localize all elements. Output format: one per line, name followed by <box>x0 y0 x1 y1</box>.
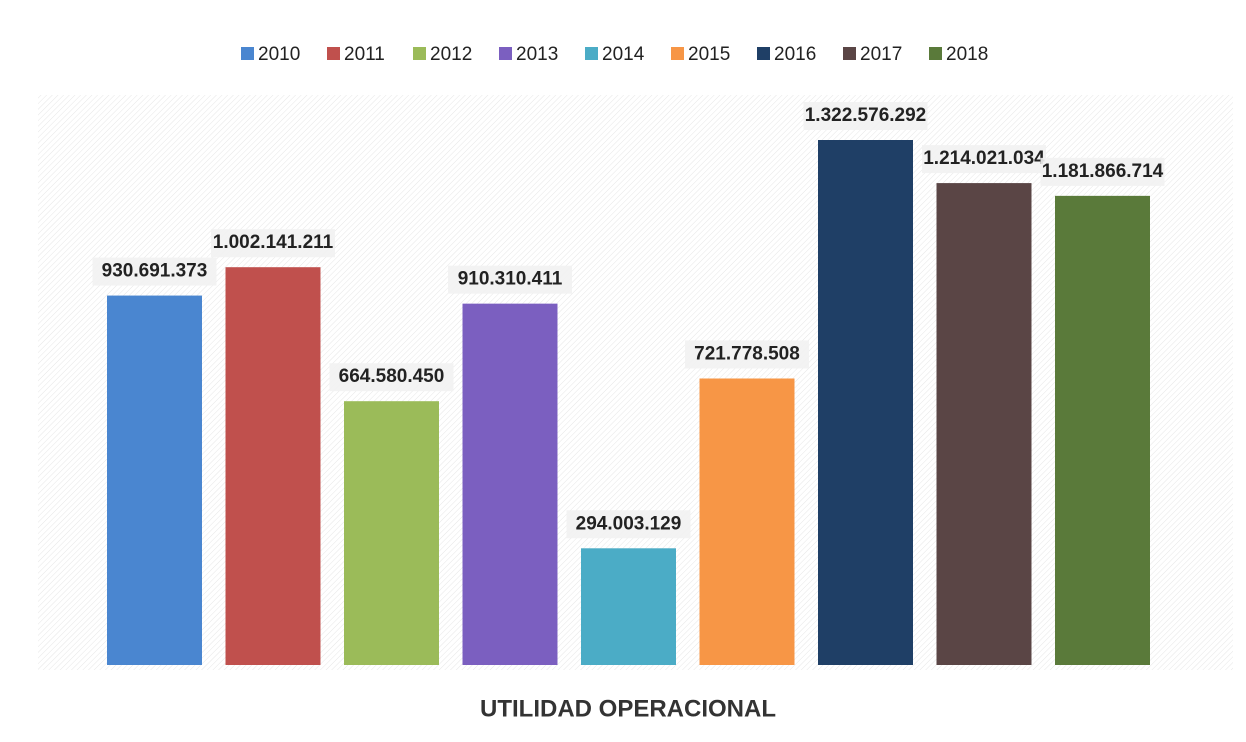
data-label: 1.181.866.714 <box>1042 161 1164 182</box>
legend-swatch <box>929 47 942 60</box>
label-bg <box>1040 157 1165 186</box>
bar <box>344 401 439 665</box>
legend-swatch <box>585 47 598 60</box>
data-label: 721.778.508 <box>694 344 800 365</box>
legend-label: 2011 <box>344 44 385 65</box>
legend-swatch <box>843 47 856 60</box>
label-bg <box>211 229 335 258</box>
legend-label: 2013 <box>516 44 558 65</box>
legend-label: 2017 <box>860 44 902 65</box>
data-label: 294.003.129 <box>576 513 682 534</box>
label-bg <box>92 257 217 286</box>
data-label: 1.322.576.292 <box>805 105 927 126</box>
bar <box>225 267 321 665</box>
category-label: UTILIDAD OPERACIONAL <box>480 695 776 722</box>
bar <box>107 295 202 665</box>
label-bg <box>566 510 691 539</box>
data-label: 664.580.450 <box>339 366 445 387</box>
bar <box>818 140 913 665</box>
label-bg <box>922 145 1046 174</box>
legend-swatch <box>757 47 770 60</box>
legend-label: 2012 <box>430 44 472 65</box>
legend-swatch <box>499 47 512 60</box>
legend-swatch <box>241 47 254 60</box>
label-bg <box>329 363 454 392</box>
bar <box>462 303 558 665</box>
data-label: 930.691.373 <box>102 261 208 282</box>
legend-label: 2015 <box>688 44 730 65</box>
legend-label: 2010 <box>258 44 300 65</box>
data-label: 1.002.141.211 <box>213 232 334 253</box>
legend-swatch <box>327 47 340 60</box>
bar <box>936 183 1032 665</box>
label-bg <box>803 102 928 130</box>
bar <box>1055 195 1150 665</box>
bar <box>699 378 795 665</box>
data-label: 910.310.411 <box>458 269 563 290</box>
bar <box>581 548 676 665</box>
legend-label: 2014 <box>602 44 645 65</box>
legend-swatch <box>671 47 684 60</box>
label-bg <box>448 265 572 294</box>
label-bg <box>685 340 809 369</box>
legend-label: 2016 <box>774 44 816 65</box>
data-label: 1.214.021.034 <box>923 148 1045 169</box>
legend-swatch <box>413 47 426 60</box>
legend-label: 2018 <box>946 44 988 65</box>
